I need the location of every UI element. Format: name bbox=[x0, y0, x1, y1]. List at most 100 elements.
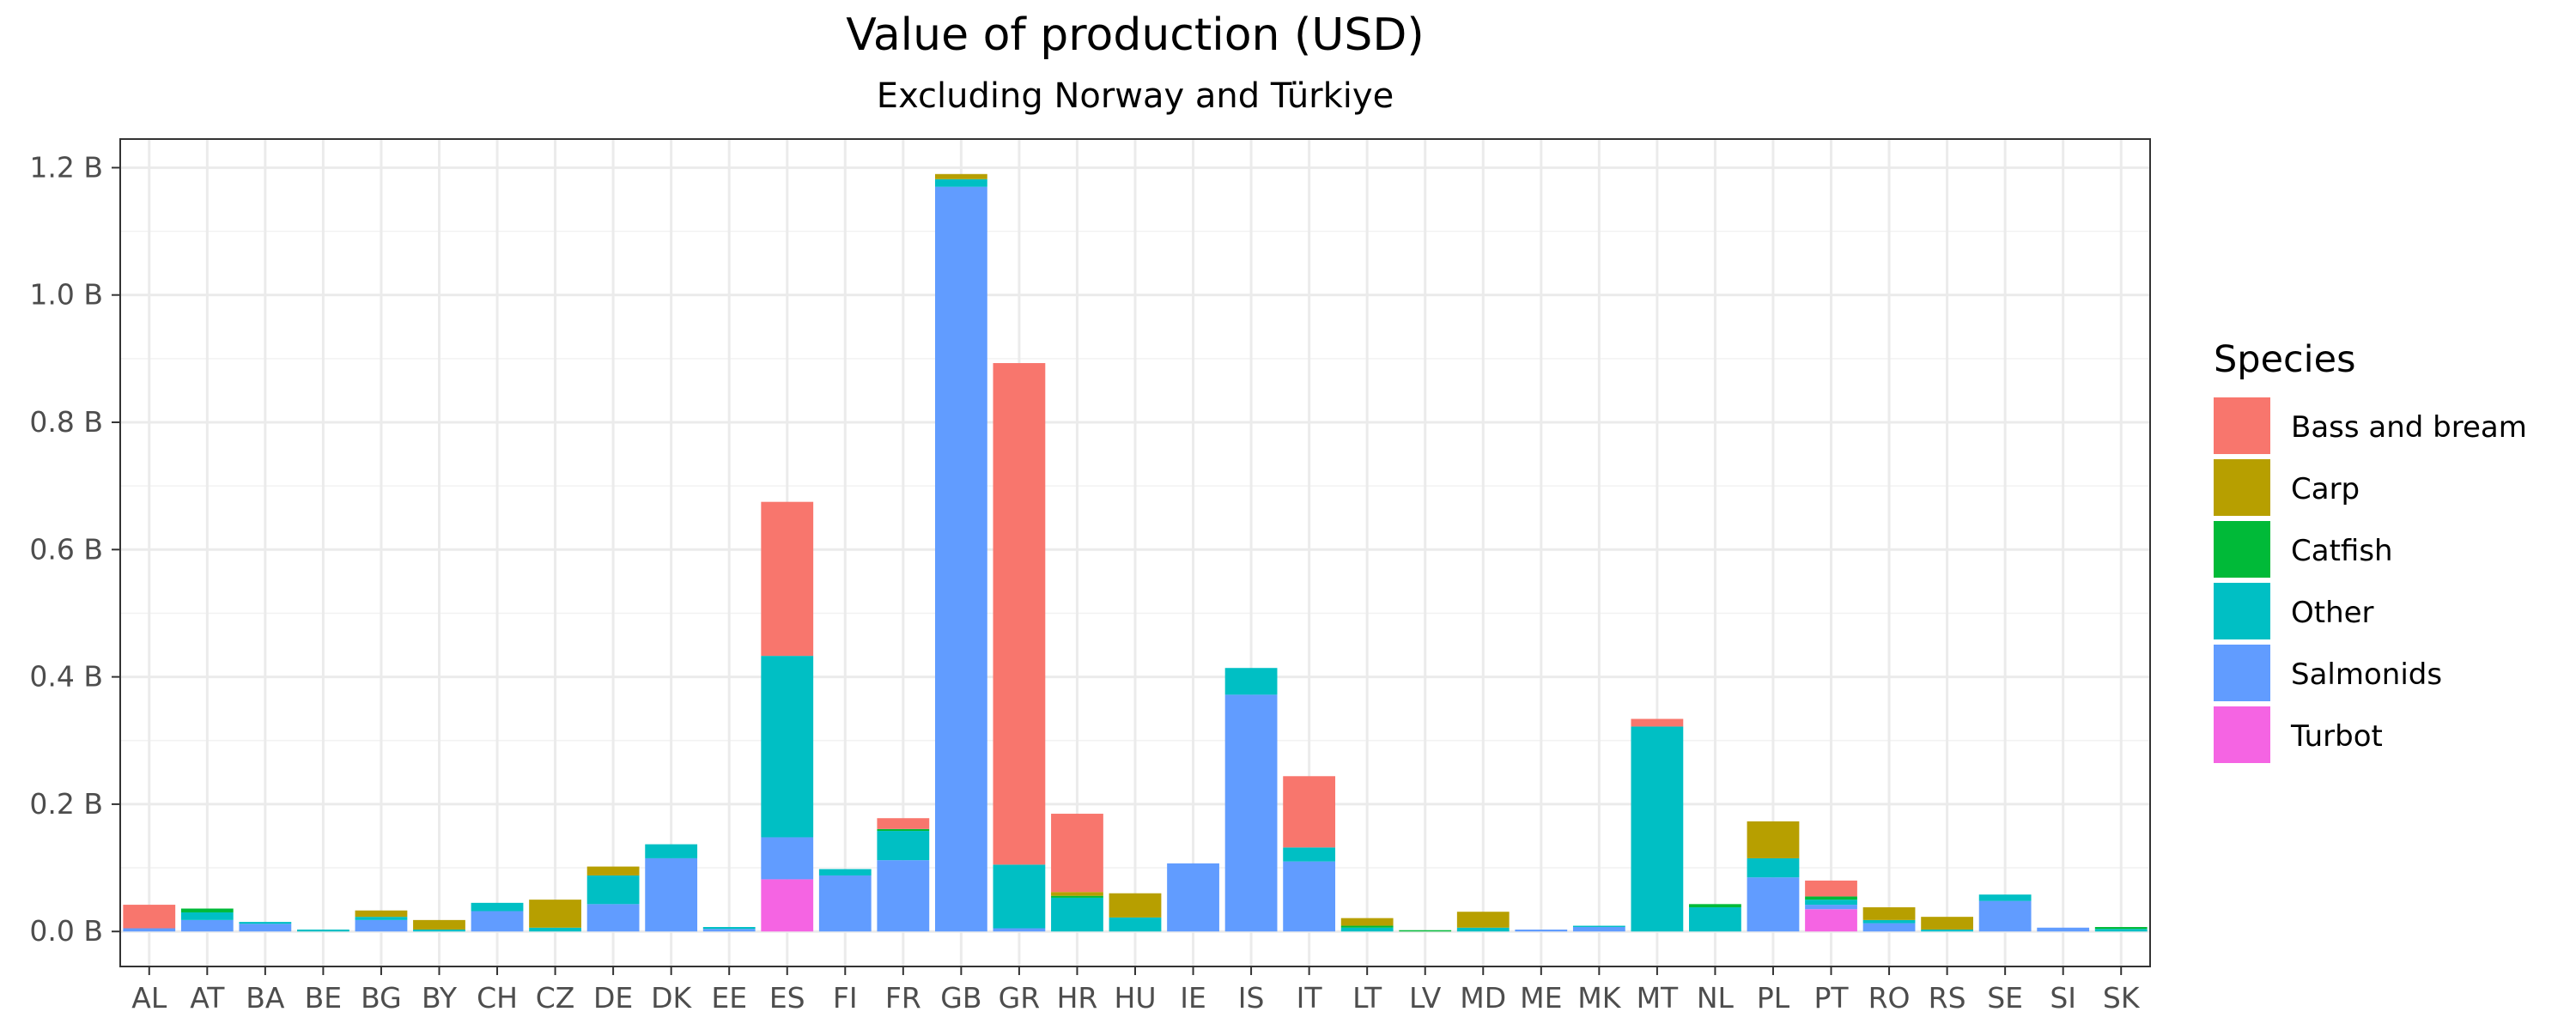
bar-segment-PL-salmonids bbox=[1747, 877, 1800, 932]
bar-segment-IS-other bbox=[1224, 668, 1278, 695]
legend-key-other bbox=[2214, 583, 2270, 639]
x-tick-label: SK bbox=[2103, 981, 2141, 1015]
bar-segment-MT-other bbox=[1631, 726, 1684, 932]
x-tick-label: BE bbox=[305, 981, 343, 1015]
bar-segment-LV-catfish bbox=[1399, 930, 1452, 932]
bar-segment-IE-salmonids bbox=[1167, 863, 1219, 932]
bar-segment-IT-other bbox=[1283, 847, 1336, 862]
bars-layer bbox=[123, 173, 2148, 932]
bar-segment-BG-other bbox=[355, 917, 408, 920]
y-tick-label: 0.6 B bbox=[29, 532, 103, 566]
x-tick-label: EE bbox=[711, 981, 747, 1015]
bar-segment-DE-salmonids bbox=[586, 904, 640, 932]
legend-label: Bass and bream bbox=[2291, 410, 2527, 445]
bar-segment-AL-bass-and-bream bbox=[123, 905, 176, 929]
bar-segment-HU-carp bbox=[1109, 893, 1162, 918]
x-tick-label: ES bbox=[769, 981, 805, 1015]
bar-segment-ES-salmonids bbox=[761, 837, 814, 880]
x-tick-label: CH bbox=[477, 981, 518, 1015]
x-tick-label: MK bbox=[1577, 981, 1621, 1015]
x-tick-label: RO bbox=[1868, 981, 1911, 1015]
bar-segment-EE-other bbox=[702, 927, 756, 930]
x-tick-label: AT bbox=[190, 981, 225, 1015]
legend-label: Turbot bbox=[2290, 719, 2383, 754]
bar-segment-ES-other bbox=[761, 656, 814, 838]
bar-segment-BY-other bbox=[413, 929, 465, 932]
x-tick-label: PL bbox=[1757, 981, 1790, 1015]
bar-segment-MD-other bbox=[1456, 927, 1510, 932]
legend-key-salmonids bbox=[2214, 645, 2270, 701]
bar-segment-GB-other bbox=[934, 179, 987, 187]
bar-segment-HR-other bbox=[1051, 897, 1103, 932]
bar-segment-MT-bass-and-bream bbox=[1631, 718, 1684, 727]
x-tick-label: BG bbox=[361, 981, 402, 1015]
x-tick-label: PT bbox=[1814, 981, 1849, 1015]
x-axis: AL AT BA BE BG BY CH CZ DE DK EE ES FI FR GB GR HR HU IE IS… bbox=[131, 966, 2141, 1015]
bar-segment-PT-turbot bbox=[1805, 909, 1857, 932]
x-tick-label: SI bbox=[2050, 981, 2076, 1015]
x-tick-label: ME bbox=[1520, 981, 1562, 1015]
bar-segment-HR-carp bbox=[1051, 892, 1103, 896]
x-tick-label: HU bbox=[1115, 981, 1157, 1015]
bar-segment-EE-salmonids bbox=[702, 929, 756, 932]
x-tick-label: LT bbox=[1352, 981, 1382, 1015]
bar-segment-RO-salmonids bbox=[1862, 923, 1916, 932]
bar-segment-MD-carp bbox=[1456, 912, 1510, 928]
bar-segment-FR-other bbox=[877, 831, 930, 861]
bar-segment-DE-carp bbox=[586, 866, 640, 876]
bar-segment-GB-salmonids bbox=[934, 186, 987, 932]
bar-segment-ES-bass-and-bream bbox=[761, 501, 814, 657]
y-tick-label: 0.4 B bbox=[29, 660, 103, 694]
bar-segment-HR-catfish bbox=[1051, 895, 1103, 898]
bar-segment-PL-carp bbox=[1747, 821, 1800, 858]
x-tick-label: FI bbox=[833, 981, 858, 1015]
legend-label: Catfish bbox=[2291, 534, 2393, 568]
bar-segment-BE-other bbox=[297, 929, 349, 932]
x-tick-label: SE bbox=[1987, 981, 2023, 1015]
bar-segment-HR-bass-and-bream bbox=[1051, 814, 1103, 893]
legend-key-catfish bbox=[2214, 521, 2270, 578]
x-tick-label: GR bbox=[999, 981, 1041, 1015]
bar-segment-PT-bass-and-bream bbox=[1805, 880, 1857, 897]
bar-segment-LT-carp bbox=[1340, 918, 1394, 926]
bar-segment-FI-salmonids bbox=[818, 875, 872, 932]
bar-segment-SE-salmonids bbox=[1978, 900, 2032, 932]
x-tick-label: HR bbox=[1057, 981, 1098, 1015]
legend-key-turbot bbox=[2214, 706, 2270, 763]
x-tick-label: DK bbox=[651, 981, 692, 1015]
bar-segment-FR-bass-and-bream bbox=[877, 818, 930, 829]
legend-label: Other bbox=[2291, 596, 2374, 630]
x-tick-label: NL bbox=[1697, 981, 1735, 1015]
legend-label: Salmonids bbox=[2291, 657, 2442, 692]
bar-segment-IS-salmonids bbox=[1224, 694, 1278, 932]
x-tick-label: MT bbox=[1637, 981, 1679, 1015]
x-tick-label: IS bbox=[1238, 981, 1265, 1015]
bar-segment-IT-salmonids bbox=[1283, 861, 1336, 932]
bar-segment-GR-bass-and-bream bbox=[993, 363, 1046, 865]
x-tick-label: AL bbox=[131, 981, 167, 1015]
bar-segment-IT-bass-and-bream bbox=[1283, 776, 1336, 848]
bar-segment-AL-salmonids bbox=[123, 928, 176, 932]
bar-segment-FR-catfish bbox=[877, 828, 930, 832]
bar-segment-NL-catfish bbox=[1689, 904, 1741, 908]
legend-key-carp bbox=[2214, 459, 2270, 516]
x-tick-label: GB bbox=[940, 981, 981, 1015]
chart-title: Value of production (USD) bbox=[846, 9, 1424, 61]
x-tick-label: CZ bbox=[536, 981, 575, 1015]
bar-segment-BA-other bbox=[239, 922, 292, 924]
bar-segment-MK-salmonids bbox=[1572, 927, 1625, 932]
legend-title: Species bbox=[2214, 338, 2356, 381]
y-tick-label: 1.2 B bbox=[29, 150, 103, 184]
bar-segment-RS-carp bbox=[1921, 917, 1973, 930]
legend-label: Carp bbox=[2291, 472, 2360, 506]
bar-segment-FR-salmonids bbox=[877, 860, 930, 932]
y-tick-label: 1.0 B bbox=[29, 278, 103, 312]
bar-segment-NL-other bbox=[1689, 907, 1741, 932]
legend: Species Bass and bream Carp Catfish Other Sa… bbox=[2214, 338, 2527, 763]
bar-segment-DK-salmonids bbox=[645, 857, 698, 932]
x-tick-label: RS bbox=[1929, 981, 1966, 1015]
grid-lines bbox=[120, 139, 2150, 966]
x-tick-label: IE bbox=[1180, 981, 1206, 1015]
